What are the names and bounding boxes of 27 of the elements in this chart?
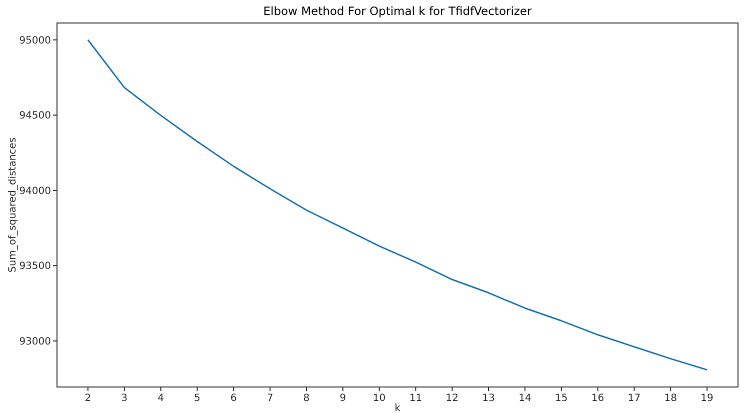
y-tick-label: 95000 [19,35,51,46]
y-axis-title: Sum_of_squared_distances [8,137,18,273]
x-tick-label: 9 [340,393,346,404]
x-tick-label: 10 [372,393,386,404]
x-axis-title: k [394,403,401,413]
chart-title: Elbow Method For Optimal k for TfidfVectorizer [263,4,532,18]
x-tick-label: 13 [482,393,495,404]
y-tick-label: 93000 [19,336,51,348]
x-tick-label: 8 [303,393,310,404]
x-tick-label: 17 [628,393,641,404]
x-tick-label: 19 [700,393,714,404]
x-tick-label: 12 [446,393,458,404]
y-tick-label: 94000 [19,186,51,197]
x-tick-label: 16 [591,393,604,404]
x-tick-label: 18 [664,393,677,404]
line-series [87,39,708,371]
x-tick-label: 6 [230,393,237,404]
y-tick-label: 93500 [19,261,51,272]
x-tick-label: 14 [518,393,532,404]
x-tick-label: 11 [409,393,422,404]
x-tick-label: 5 [194,393,200,404]
y-tick-label: 94500 [19,110,51,122]
x-tick-label: 2 [84,393,92,404]
x-tick-label: 3 [121,393,128,404]
x-tick-label: 4 [158,393,164,404]
x-tick-label: 15 [555,393,568,404]
x-tick-label: 7 [266,393,274,404]
